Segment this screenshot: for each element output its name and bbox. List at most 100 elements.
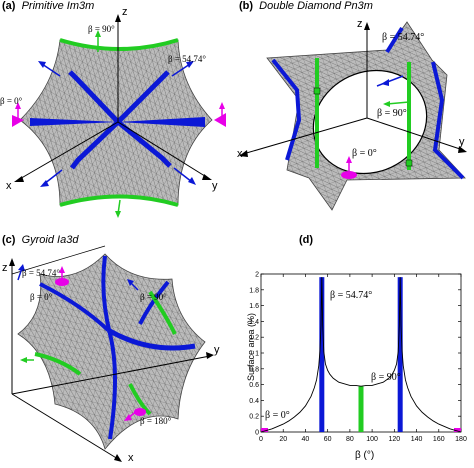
- gyroid-green-2: [34, 352, 82, 376]
- c-beta-0-label: β = 0°: [30, 292, 53, 302]
- c-axis-z: z: [2, 262, 8, 274]
- magenta-patch-right: [214, 113, 226, 127]
- green-edge-top: [59, 38, 179, 51]
- end-marker: [454, 428, 461, 432]
- d-ylabel: Surface area (%): [246, 312, 257, 382]
- a-axis-y: y: [212, 180, 218, 192]
- panel-c: (c) Gyroid Ia3d: [0, 234, 237, 468]
- c-y-axis-line: [11, 355, 211, 395]
- gyroid-blue-2: [39, 282, 110, 332]
- gyroid-blue-4: [138, 280, 170, 325]
- d-beta-0-label: β = 0°: [265, 410, 290, 421]
- blue-crease-3: [70, 120, 120, 170]
- y-tick-label: 1.8: [249, 287, 259, 294]
- b-normal-arrow-green: [383, 101, 390, 107]
- normal-arrow-blue-4: [188, 177, 196, 185]
- a-beta-0-label: β = 0°: [0, 96, 23, 106]
- normal-arrow-top: [95, 30, 101, 37]
- y-tick-label: 0: [255, 430, 259, 437]
- green-marker-1: [313, 87, 321, 95]
- primitive-surface-figure: [12, 14, 226, 218]
- panel-b-label: (b) Double Diamond Pn3m: [239, 0, 373, 12]
- y-tick-label: 0.2: [249, 414, 259, 421]
- b-z-axis-arrow: [364, 22, 370, 30]
- a-axis-x: x: [6, 180, 12, 192]
- blue-crease-b2: [431, 61, 465, 180]
- b-axis-y: y: [459, 136, 465, 148]
- y-tick-label: 0.4: [249, 398, 259, 405]
- b-x-axis-arrow: [239, 150, 248, 157]
- y-tick-label: 1.4: [249, 319, 259, 326]
- z-axis-arrow: [115, 14, 121, 22]
- c-normal-arrow-blue-2: [127, 279, 134, 286]
- panel-b-letter: (b): [239, 0, 254, 12]
- panel-c-title: Gyroid Ia3d: [21, 234, 79, 246]
- x-tick-label: 60: [324, 436, 332, 443]
- c-normal-arrow-blue: [18, 264, 25, 271]
- panel-b-title: Double Diamond Pn3m: [259, 0, 373, 12]
- c-axis-y: y: [214, 344, 220, 356]
- y-axis-arrow: [202, 174, 212, 180]
- data-bar: [319, 277, 325, 432]
- normal-arrow-magenta-1: [15, 102, 21, 109]
- y-tick-label: 1: [255, 351, 259, 358]
- x-tick-label: 160: [433, 436, 445, 443]
- d-beta-5474-label: β = 54.74°: [330, 290, 373, 301]
- y-tick-label: 0.8: [249, 366, 259, 373]
- panel-a-letter: (a): [2, 0, 16, 12]
- a-beta-5474-label: β = 54.74°: [168, 54, 207, 64]
- c-axis-x: x: [128, 452, 134, 464]
- a-beta-90-label: β = 90°: [88, 24, 115, 34]
- c-cube-edge-1: [11, 245, 106, 275]
- gyroid-blue-1: [101, 255, 117, 440]
- x-tick-label: 120: [388, 436, 400, 443]
- b-beta-5474-label: β = 54.74°: [382, 32, 425, 43]
- panel-d-letter: (d): [299, 234, 314, 246]
- y-axis-line: [117, 121, 209, 179]
- green-edge-bottom: [59, 194, 179, 207]
- y-tick-label: 2: [255, 272, 259, 279]
- c-y-axis-arrow: [206, 352, 214, 359]
- c-normal-arrow-magenta-2: [124, 414, 132, 421]
- data-bar: [397, 277, 403, 432]
- gyroid-blue-3: [106, 327, 196, 351]
- c-normal-arrow-green: [20, 357, 27, 363]
- b-y-axis-arrow: [458, 146, 467, 153]
- panel-d: (d) 0 20 40 60 80 100 120 140 160 180 0 0.2 0.4 0.6 0.…: [237, 234, 474, 468]
- normal-arrow-blue-3: [40, 180, 49, 187]
- blue-crease-b3: [385, 26, 404, 54]
- panel-b: (b) Double Diamond Pn3m: [237, 0, 474, 230]
- d-xlabel: β (°): [355, 450, 375, 461]
- surface-area-chart: 0 20 40 60 80 100 120 140 160 180 0 0.2 0.4 0.6 0.8 1 1.…: [249, 272, 467, 444]
- c-normal-arrow-magenta-1: [59, 266, 65, 273]
- normal-arrow-blue-2: [186, 61, 194, 68]
- x-axis-arrow: [14, 176, 24, 182]
- panel-a-label: (a) Primitive Im3m: [2, 0, 94, 12]
- c-beta-90-label: β = 90°: [140, 292, 167, 302]
- b-beta-0-label: β = 0°: [352, 148, 377, 159]
- x-axis-line: [17, 121, 119, 181]
- panel-d-label: (d): [299, 234, 313, 246]
- b-axis-x: x: [237, 148, 243, 160]
- b-beta-90-label: β = 90°: [377, 108, 407, 119]
- b-normal-arrow-blue: [381, 79, 389, 86]
- gyroid-surface-figure: [9, 245, 214, 462]
- end-marker: [261, 428, 268, 432]
- a-axis-z: z: [122, 6, 128, 18]
- blue-crease-1: [68, 70, 120, 124]
- x-tick-label: 80: [346, 436, 354, 443]
- normal-arrow-magenta-2: [219, 102, 225, 109]
- blue-wedge-right: [118, 117, 205, 127]
- c-cube-edge-2: [11, 393, 119, 460]
- green-marker-2: [405, 159, 413, 167]
- x-tick-label: 20: [279, 436, 287, 443]
- b-normal-arrow-magenta: [346, 156, 352, 163]
- blue-crease-4: [116, 120, 172, 168]
- blue-crease-2: [116, 70, 170, 124]
- x-tick-label: 40: [302, 436, 310, 443]
- x-tick-label: 140: [411, 436, 423, 443]
- y-tick-label: 1.2: [249, 335, 259, 342]
- surface-area-curve: [260, 277, 462, 433]
- gyroid-green-3: [128, 383, 152, 416]
- d-beta-90-label: β = 90°: [371, 372, 401, 383]
